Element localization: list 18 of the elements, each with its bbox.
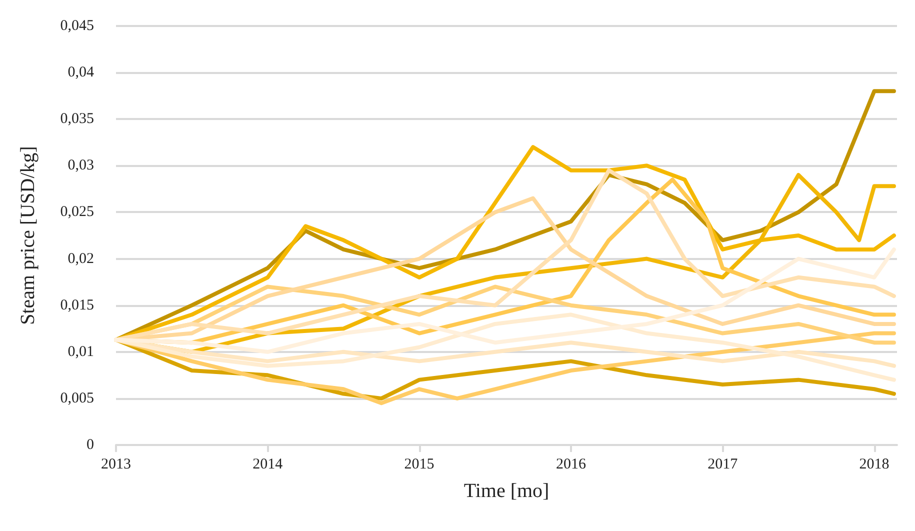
y-tick-label: 0,03 [68, 158, 94, 174]
y-tick-label: 0 [86, 437, 94, 453]
x-tick-label: 2016 [556, 456, 586, 472]
y-axis-title: Steam price [USD/kg] [17, 146, 39, 325]
x-tick-label: 2015 [404, 456, 434, 472]
x-axis-title: Time [mo] [464, 480, 550, 502]
y-tick-label: 0,01 [68, 344, 94, 360]
x-tick-label: 2018 [859, 456, 890, 472]
y-tick-label: 0,005 [60, 390, 94, 406]
y-tick-label: 0,025 [60, 204, 94, 220]
y-tick-label: 0,04 [68, 64, 94, 81]
x-tick-label: 2017 [708, 456, 738, 472]
x-tick-label: 2013 [101, 456, 131, 472]
y-tick-label: 0,02 [68, 250, 94, 267]
y-tick-label: 0,035 [60, 111, 94, 128]
y-tick-label: 0,045 [60, 18, 94, 34]
x-tick-label: 2014 [252, 456, 284, 472]
y-tick-label: 0,015 [60, 297, 94, 314]
